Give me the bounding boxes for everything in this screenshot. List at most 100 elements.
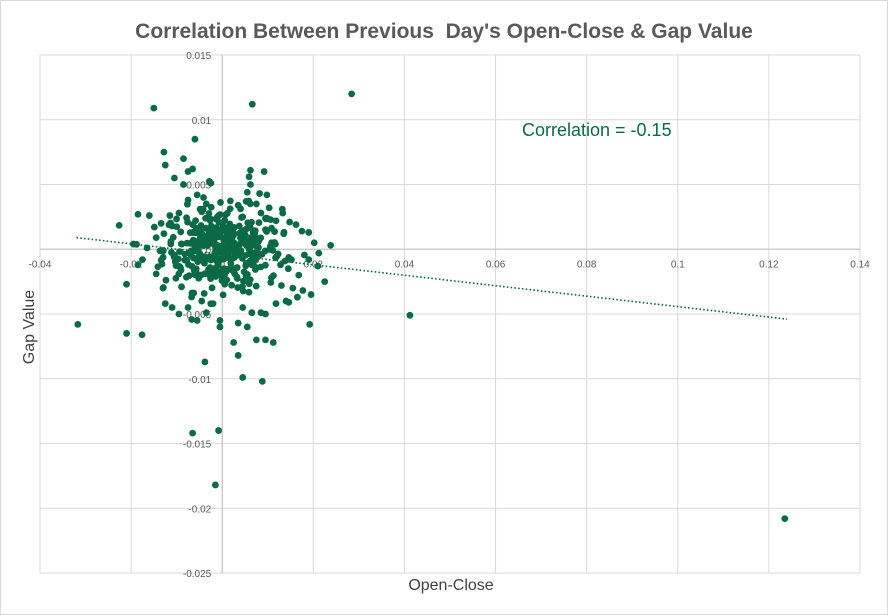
data-point	[210, 225, 218, 233]
data-point	[175, 209, 183, 217]
data-point	[223, 276, 231, 284]
data-point	[307, 291, 315, 298]
data-point	[268, 274, 275, 282]
data-point	[286, 218, 294, 226]
data-point	[246, 200, 254, 208]
x-tick-label: -0.02	[120, 259, 143, 270]
data-point	[150, 104, 158, 112]
data-point	[158, 260, 166, 268]
data-point	[288, 256, 295, 264]
data-point	[255, 219, 263, 227]
data-point	[227, 259, 235, 267]
data-point	[305, 229, 313, 236]
data-point	[265, 204, 273, 212]
data-point	[180, 181, 187, 188]
data-point	[139, 256, 146, 264]
data-point	[198, 297, 206, 305]
data-point	[239, 304, 247, 311]
y-tick-label: -0.005	[183, 310, 212, 321]
data-point	[271, 228, 279, 235]
data-point	[217, 243, 225, 251]
data-point	[152, 234, 160, 241]
y-tick-label: -0.02	[188, 504, 211, 515]
data-point	[215, 212, 222, 220]
data-point	[256, 190, 263, 197]
data-point	[184, 196, 192, 204]
data-point	[171, 251, 178, 259]
data-point	[123, 330, 130, 337]
x-tick-label: 0.06	[486, 259, 506, 270]
data-point	[150, 223, 158, 231]
data-point	[175, 270, 183, 278]
x-tick-label: 0.12	[759, 259, 779, 270]
x-tick-label: -0.04	[29, 259, 52, 270]
y-tick-label: -0.025	[183, 569, 212, 580]
data-point	[246, 237, 254, 245]
data-point	[134, 210, 142, 218]
data-point	[298, 227, 306, 235]
data-point	[202, 200, 210, 208]
data-point	[243, 323, 251, 331]
data-point	[193, 191, 201, 199]
data-point	[162, 276, 170, 284]
data-point	[245, 245, 253, 253]
correlation-annotation: Correlation = -0.15	[522, 120, 672, 140]
data-point	[252, 200, 260, 208]
data-point	[156, 247, 164, 255]
data-point	[282, 297, 290, 305]
data-point	[191, 135, 199, 143]
data-point	[245, 288, 253, 296]
data-point	[247, 181, 254, 188]
trendline	[76, 236, 788, 320]
data-point	[262, 336, 269, 344]
data-point	[205, 210, 213, 217]
data-point	[225, 254, 233, 262]
data-point	[190, 266, 198, 274]
data-point	[216, 268, 224, 276]
data-point	[205, 228, 213, 236]
data-point	[160, 148, 168, 156]
x-tick-label: 0.1	[671, 259, 685, 270]
data-point	[233, 264, 241, 271]
data-point	[228, 281, 236, 289]
chart-title: Correlation Between Previous Day's Open-…	[135, 20, 753, 43]
data-point	[252, 282, 260, 290]
data-point	[243, 225, 251, 232]
data-point	[173, 215, 180, 223]
data-point	[234, 319, 242, 327]
data-point	[233, 273, 241, 281]
data-point	[177, 228, 185, 236]
data-point	[204, 242, 212, 249]
data-point	[175, 310, 183, 318]
data-point	[247, 166, 254, 174]
data-point	[234, 284, 242, 291]
data-point	[278, 205, 286, 213]
x-tick-label: 0.02	[304, 259, 324, 270]
data-point	[310, 239, 318, 247]
data-point	[228, 243, 236, 251]
data-point	[234, 352, 242, 359]
data-point	[200, 290, 208, 297]
data-point	[178, 283, 185, 291]
data-point	[292, 221, 300, 229]
data-point	[245, 280, 253, 288]
data-point	[171, 258, 179, 266]
data-point	[207, 300, 215, 308]
data-point	[180, 155, 187, 163]
data-point	[192, 247, 200, 255]
data-point	[258, 377, 266, 385]
data-point	[262, 226, 269, 234]
data-point	[184, 218, 191, 226]
data-point	[183, 256, 191, 264]
data-point	[252, 241, 259, 249]
data-point	[193, 317, 201, 324]
data-point	[196, 240, 204, 248]
data-point	[257, 309, 265, 317]
data-point	[161, 161, 169, 169]
data-point	[226, 205, 234, 213]
data-point	[225, 231, 233, 239]
data-point	[211, 481, 219, 489]
data-point	[245, 173, 253, 181]
data-point	[217, 199, 224, 206]
data-point	[215, 427, 222, 434]
